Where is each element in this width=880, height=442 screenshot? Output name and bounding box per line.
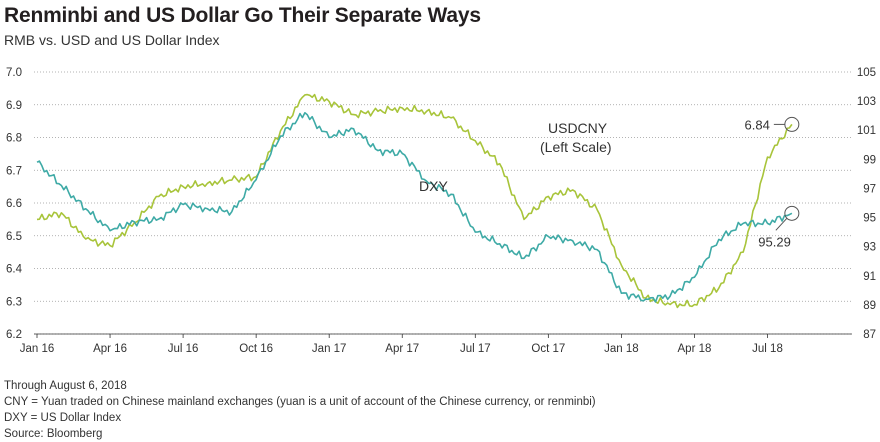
chart-subtitle: RMB vs. USD and US Dollar Index — [4, 32, 220, 48]
footnote-source: Source: Bloomberg — [4, 428, 103, 440]
right-axis-ticks: 87 89 91 93 95 97 99 101 103 105 — [857, 67, 876, 341]
footnotes: Through August 6, 2018 CNY = Yuan traded… — [4, 378, 596, 442]
annotation-value: 95.29 — [758, 234, 791, 249]
left-tick-label: 6.8 — [6, 133, 22, 145]
annotation-leader — [775, 217, 788, 231]
right-tick-label: 87 — [863, 329, 876, 341]
gridlines — [34, 71, 852, 335]
right-tick-label: 99 — [863, 154, 876, 166]
left-tick-label: 6.5 — [6, 231, 22, 243]
series-line-dxy — [36, 112, 793, 303]
right-tick-label: 97 — [863, 183, 876, 195]
x-tick-label: Apr 18 — [678, 343, 712, 355]
footnote-cny: CNY = Yuan traded on Chinese mainland ex… — [4, 396, 596, 408]
x-axis-ticks: Jan 16 Apr 16 Jul 16 Oct 16 Jan 17 Apr 17 Jul … — [20, 334, 783, 355]
footnote-date: Through August 6, 2018 — [4, 380, 127, 392]
series-label-usdcny: (Left Scale) — [540, 139, 612, 155]
annotation-value: 6.84 — [745, 117, 770, 132]
right-tick-label: 93 — [863, 242, 876, 254]
right-tick-label: 91 — [863, 271, 876, 283]
left-tick-label: 6.2 — [6, 329, 22, 341]
left-tick-label: 6.7 — [6, 165, 22, 177]
left-tick-label: 6.3 — [6, 296, 22, 308]
x-tick-label: Oct 17 — [531, 343, 565, 355]
series-line-usdcny — [36, 93, 793, 309]
right-tick-label: 105 — [857, 67, 876, 79]
left-tick-label: 7.0 — [6, 67, 22, 79]
dual-axis-line-chart: 6.2 6.3 6.4 6.5 6.6 6.7 6.8 6.9 7.0 87 89 91 93 95 97… — [6, 67, 876, 355]
endpoint-circle — [784, 205, 800, 221]
left-tick-label: 6.9 — [6, 100, 22, 112]
x-tick-label: Jan 17 — [312, 343, 347, 355]
left-tick-label: 6.4 — [6, 264, 23, 276]
x-tick-label: Apr 16 — [93, 343, 127, 355]
x-tick-label: Oct 16 — [239, 343, 273, 355]
left-tick-label: 6.6 — [6, 198, 22, 210]
x-tick-label: Jul 18 — [752, 343, 783, 355]
series-lines: USDCNY (Left Scale) DXY — [36, 93, 793, 309]
series-label-dxy: DXY — [419, 178, 448, 194]
series-label-usdcny: USDCNY — [548, 120, 608, 136]
footnote-dxy: DXY = US Dollar Index — [4, 412, 122, 424]
right-tick-label: 89 — [863, 300, 876, 312]
left-axis-ticks: 6.2 6.3 6.4 6.5 6.6 6.7 6.8 6.9 7.0 — [6, 67, 23, 341]
x-tick-label: Jan 16 — [20, 343, 55, 355]
right-tick-label: 95 — [863, 213, 876, 225]
right-tick-label: 101 — [857, 125, 876, 137]
x-tick-label: Jul 17 — [460, 343, 491, 355]
chart-title: Renminbi and US Dollar Go Their Separate… — [4, 4, 481, 27]
x-tick-label: Jul 16 — [168, 343, 199, 355]
right-tick-label: 103 — [857, 96, 876, 108]
annotations: 6.84 95.29 — [745, 116, 800, 249]
x-tick-label: Jan 18 — [604, 343, 639, 355]
x-tick-label: Apr 17 — [385, 343, 419, 355]
